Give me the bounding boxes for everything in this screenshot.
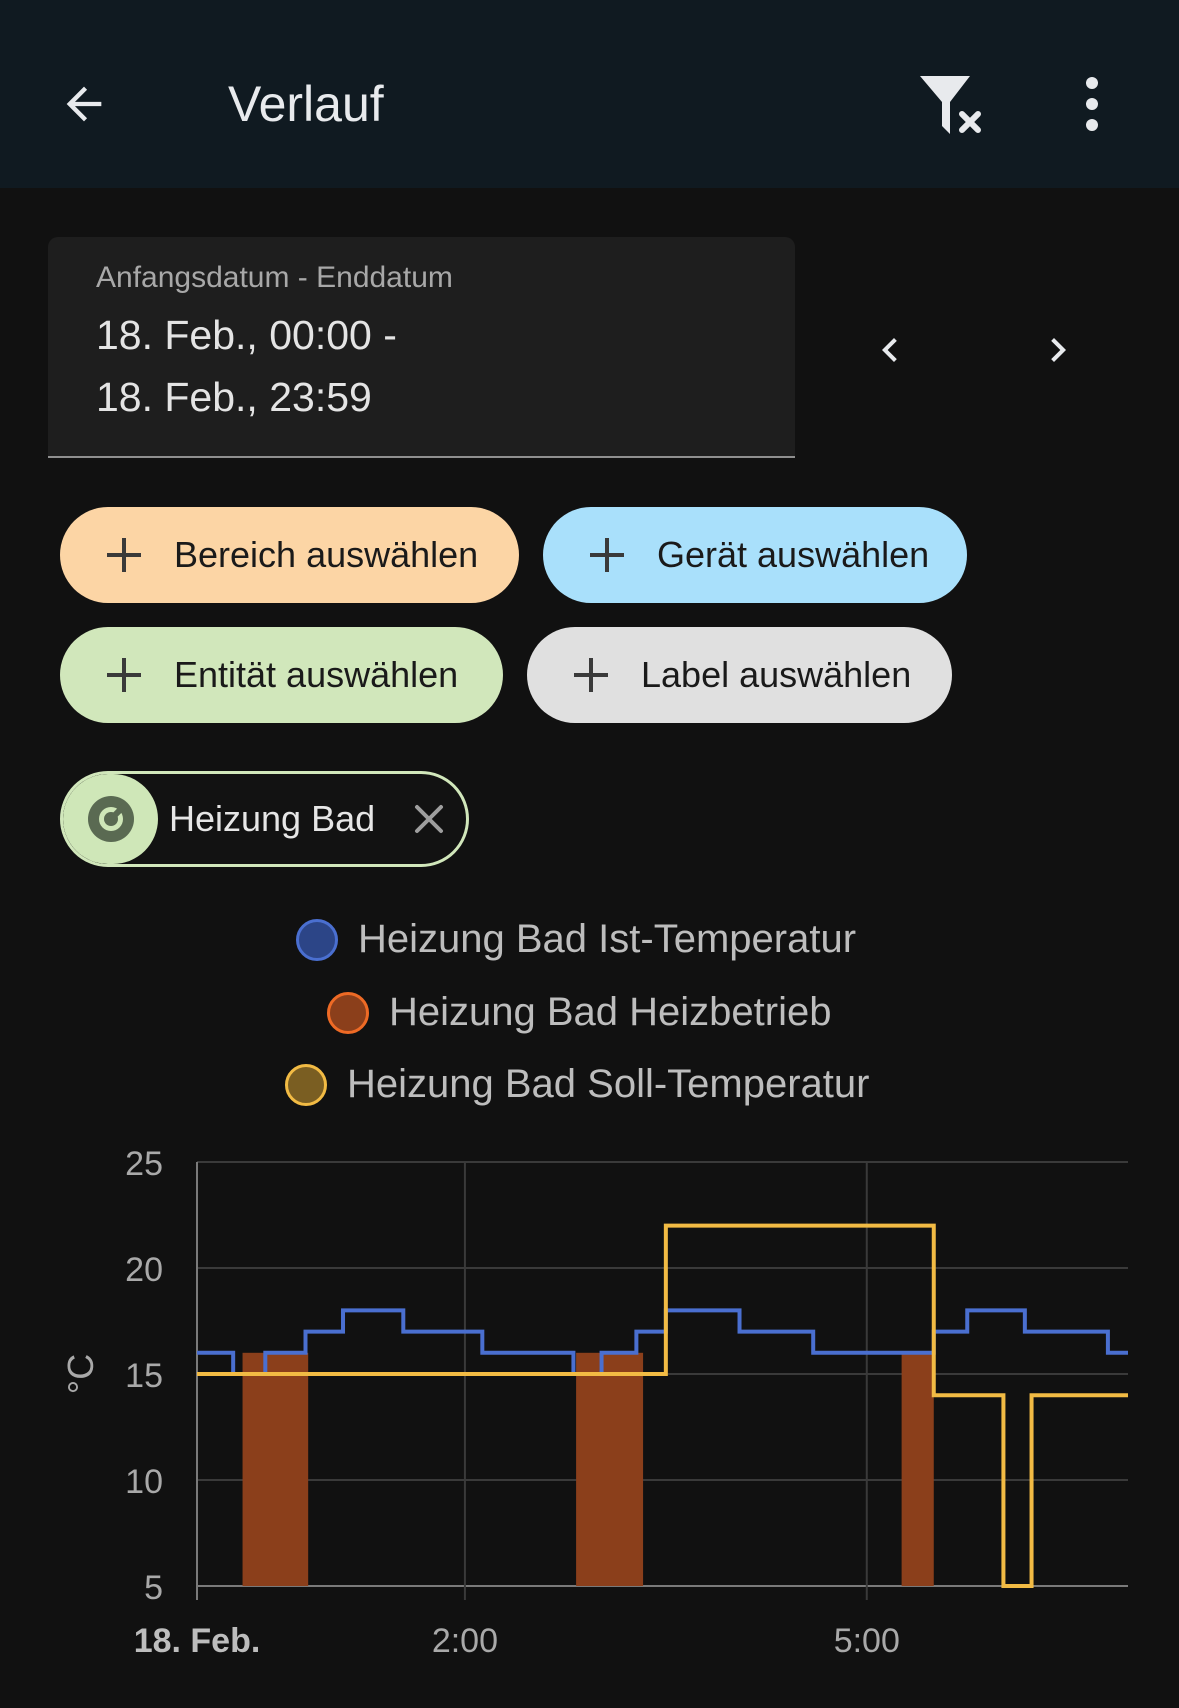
date-range-field[interactable]: Anfangsdatum - Enddatum 18. Feb., 00:00 … (48, 237, 795, 458)
thermostat-icon (87, 796, 134, 842)
plus-icon (574, 658, 608, 692)
legend-item-soll-temperatur[interactable]: Heizung Bad Soll-Temperatur (285, 1062, 869, 1107)
plus-icon (590, 538, 624, 572)
select-area-button[interactable]: Bereich auswählen (60, 507, 519, 603)
overflow-menu-button[interactable] (1060, 72, 1124, 136)
x-tick-label: 5:00 (834, 1622, 900, 1660)
legend-label: Heizung Bad Ist-Temperatur (358, 917, 857, 961)
plus-icon (107, 658, 141, 692)
legend-label: Heizung Bad Soll-Temperatur (347, 1062, 870, 1106)
clear-filter-button[interactable] (912, 70, 992, 142)
legend-dot-soll (285, 1063, 327, 1106)
select-entity-label: Entität auswählen (174, 654, 459, 695)
legend-label: Heizung Bad Heizbetrieb (389, 990, 832, 1034)
select-device-button[interactable]: Gerät auswählen (543, 507, 967, 603)
dots-vertical-icon (1086, 77, 1098, 131)
heizbetrieb-band (901, 1352, 934, 1586)
date-range-start: 18. Feb., 00:00 - (96, 312, 397, 358)
select-label-label: Label auswählen (641, 654, 912, 695)
select-entity-button[interactable]: Entität auswählen (60, 627, 503, 723)
chevron-left-icon (882, 338, 897, 362)
series-line (197, 1308, 1128, 1376)
select-area-label: Bereich auswählen (174, 534, 479, 575)
heizbetrieb-band (242, 1352, 309, 1586)
date-range-end: 18. Feb., 23:59 (96, 374, 372, 420)
legend-dot-heizbetrieb (327, 991, 369, 1034)
filter-remove-icon (920, 76, 981, 134)
chevron-right-icon (1051, 338, 1066, 362)
entity-icon-container (63, 774, 158, 864)
y-tick-label: 25 (125, 1145, 163, 1183)
legend-item-ist-temperatur[interactable]: Heizung Bad Ist-Temperatur (296, 917, 856, 962)
top-app-bar: Verlauf (0, 0, 1179, 188)
legend-dot-ist (296, 918, 338, 961)
select-label-button[interactable]: Label auswählen (527, 627, 952, 723)
previous-range-button[interactable] (858, 318, 922, 382)
plus-icon (107, 538, 141, 572)
series-line (197, 1223, 1128, 1588)
y-tick-label: 20 (125, 1251, 163, 1289)
history-chart[interactable]: 25 20 15 10 5 18. Feb. 2:00 5:00 °C (0, 1130, 1179, 1670)
date-range-label: Anfangsdatum - Enddatum (96, 261, 453, 294)
back-button[interactable] (52, 72, 116, 136)
y-tick-label: 15 (125, 1357, 163, 1395)
y-axis-label: °C (60, 1354, 101, 1394)
page-title: Verlauf (228, 76, 384, 132)
close-icon[interactable] (409, 799, 449, 839)
y-tick-label: 5 (144, 1569, 163, 1607)
arrow-left-icon (66, 86, 102, 122)
x-tick-label: 2:00 (432, 1622, 498, 1660)
selected-entity-label: Heizung Bad (169, 798, 376, 839)
select-device-label: Gerät auswählen (657, 534, 930, 575)
y-tick-label: 10 (125, 1463, 163, 1501)
legend-item-heizbetrieb[interactable]: Heizung Bad Heizbetrieb (327, 990, 831, 1035)
next-range-button[interactable] (1026, 318, 1090, 382)
x-tick-label: 18. Feb. (134, 1622, 261, 1660)
selected-entity-chip[interactable]: Heizung Bad (60, 771, 469, 867)
heizbetrieb-band (576, 1352, 644, 1586)
